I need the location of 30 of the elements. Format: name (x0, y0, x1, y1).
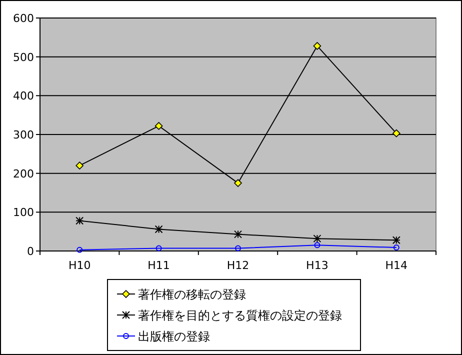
x-tick-label: H14 (385, 259, 408, 272)
point (392, 236, 400, 244)
x-tick-label: H13 (306, 259, 328, 272)
x-tick-label: H12 (226, 259, 250, 272)
point (314, 242, 320, 248)
x-tick-label: H11 (148, 259, 170, 272)
y-tick-label: 500 (13, 50, 34, 64)
point (234, 230, 242, 238)
point (313, 234, 322, 243)
point (76, 162, 84, 170)
y-tick-label: 200 (13, 167, 34, 180)
point (393, 244, 400, 251)
y-tick-label: 400 (13, 90, 34, 103)
point (156, 245, 162, 252)
legend-label: 著作権を目的とする質権の設定の登録 (138, 308, 342, 322)
legend-label: 著作権の移転の登録 (138, 288, 246, 302)
legend-label: 出版権の登録 (138, 330, 210, 344)
point (313, 42, 322, 50)
y-tick-label: 0 (27, 245, 34, 258)
point (234, 179, 242, 187)
y-tick-label: 100 (13, 206, 34, 220)
point (392, 129, 400, 138)
point (154, 225, 163, 234)
y-tick-label: 300 (13, 128, 34, 142)
point (235, 245, 241, 252)
point (76, 246, 83, 253)
point (76, 216, 84, 225)
y-tick-label: 600 (13, 12, 34, 25)
x-tick-label: H10 (68, 259, 91, 272)
point (154, 122, 163, 130)
